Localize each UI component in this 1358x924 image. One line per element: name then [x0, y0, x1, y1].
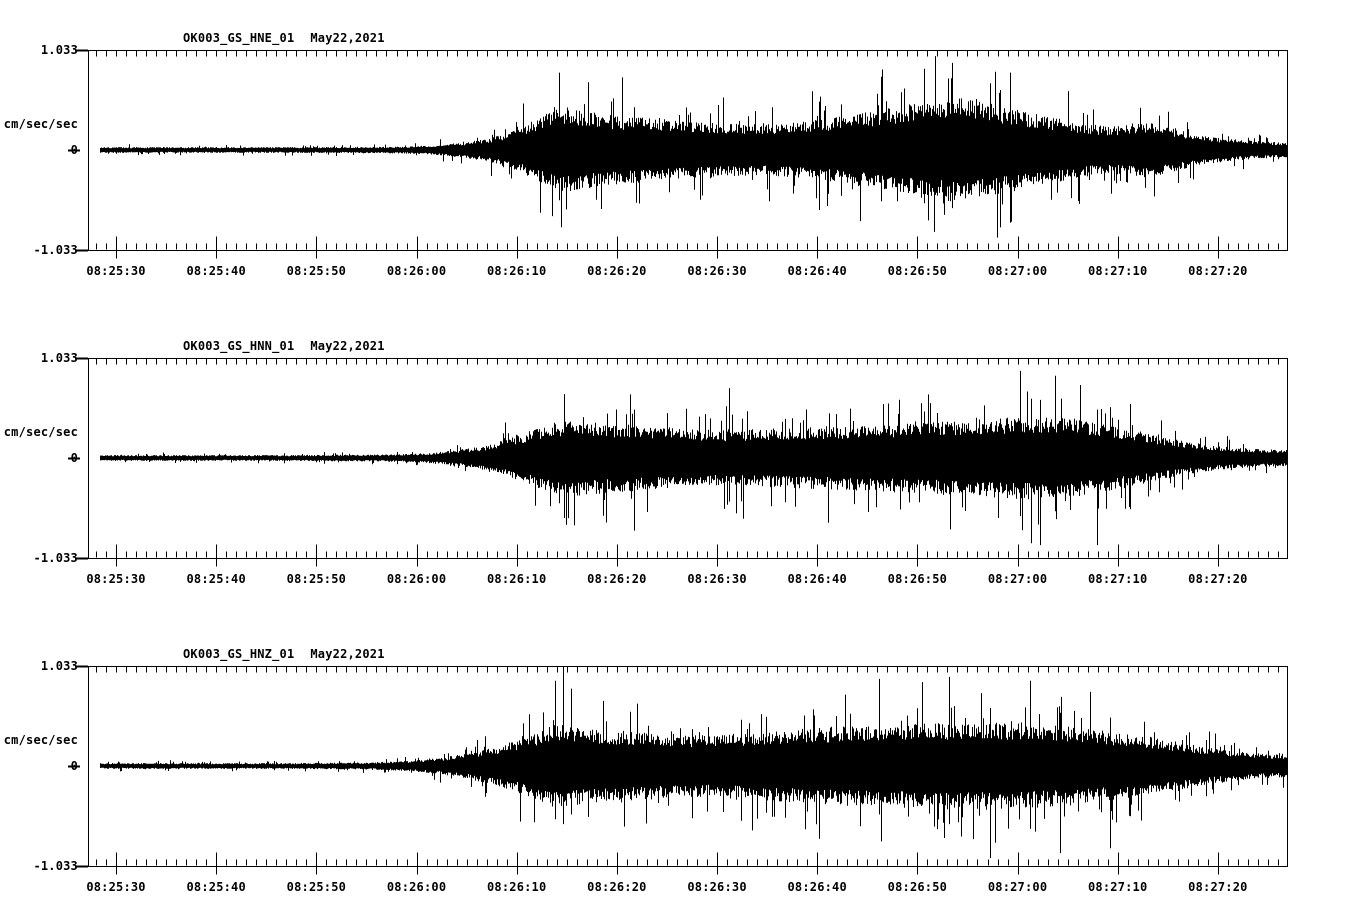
x-tick-label: 08:25:30 [86, 572, 146, 586]
x-tick-label: 08:26:30 [687, 880, 747, 894]
y-tick-label-zero: 0 [70, 759, 78, 773]
y-tick-label-max: 1.033 [40, 659, 78, 673]
x-tick-label: 08:26:40 [787, 880, 847, 894]
x-tick-label: 08:26:00 [386, 572, 447, 586]
x-tick-label: 08:26:00 [386, 880, 447, 894]
x-tick-label: 08:27:00 [987, 264, 1048, 278]
y-tick-label-zero: 0 [70, 451, 78, 465]
x-tick-label: 08:26:40 [787, 264, 847, 278]
x-tick-label: 08:25:50 [286, 572, 347, 586]
y-tick-label-min: -1.033 [33, 859, 78, 873]
x-tick-label: 08:27:00 [987, 572, 1048, 586]
x-tick-label: 08:25:40 [186, 264, 246, 278]
y-axis-unit-label: cm/sec/sec [3, 117, 78, 131]
seismogram-panel-hnn: OK003_GS_HNN_01 May22,2021 1.033 cm/sec/s… [0, 308, 1358, 616]
station-id: OK003_GS_HNZ_01 [183, 647, 295, 661]
x-tick-label: 08:25:30 [86, 264, 146, 278]
station-id: OK003_GS_HNE_01 [183, 31, 295, 45]
x-tick-label: 08:25:50 [286, 264, 347, 278]
x-tick-label: 08:26:20 [587, 572, 647, 586]
station-id: OK003_GS_HNN_01 [183, 339, 295, 353]
x-tick-label: 08:25:40 [186, 880, 246, 894]
trace-title: OK003_GS_HNN_01 May22,2021 [183, 339, 385, 353]
trace-date: May22,2021 [310, 31, 385, 45]
waveform-plot [68, 665, 1288, 875]
x-tick-label: 08:27:20 [1188, 264, 1248, 278]
seismogram-panel-hnz: OK003_GS_HNZ_01 May22,2021 1.033 cm/sec/s… [0, 616, 1358, 924]
trace-title: OK003_GS_HNE_01 May22,2021 [183, 31, 385, 45]
y-tick-label-zero: 0 [70, 143, 78, 157]
waveform-plot [68, 49, 1288, 259]
y-tick-label-max: 1.033 [40, 43, 78, 57]
waveform-plot [68, 357, 1288, 567]
x-tick-label: 08:25:30 [86, 880, 146, 894]
x-tick-label: 08:26:40 [787, 572, 847, 586]
x-tick-label: 08:26:00 [386, 264, 447, 278]
x-tick-label: 08:27:00 [987, 880, 1048, 894]
y-tick-label-min: -1.033 [33, 551, 78, 565]
x-tick-label: 08:27:10 [1088, 880, 1148, 894]
x-tick-label: 08:25:50 [286, 880, 347, 894]
y-tick-label-min: -1.033 [33, 243, 78, 257]
x-tick-label: 08:26:10 [487, 572, 547, 586]
x-tick-label: 08:26:30 [687, 264, 747, 278]
x-tick-label: 08:26:30 [687, 572, 747, 586]
x-tick-label: 08:26:10 [487, 880, 547, 894]
trace-title: OK003_GS_HNZ_01 May22,2021 [183, 647, 385, 661]
y-axis-unit-label: cm/sec/sec [3, 425, 78, 439]
trace-date: May22,2021 [310, 339, 385, 353]
trace-date: May22,2021 [310, 647, 385, 661]
x-tick-label: 08:27:10 [1088, 264, 1148, 278]
x-tick-label: 08:27:20 [1188, 572, 1248, 586]
x-tick-label: 08:26:20 [587, 880, 647, 894]
x-tick-label: 08:26:10 [487, 264, 547, 278]
x-tick-label: 08:26:50 [887, 264, 948, 278]
x-tick-label: 08:26:50 [887, 880, 948, 894]
seismogram-panel-hne: OK003_GS_HNE_01 May22,2021 1.033 cm/sec/s… [0, 0, 1358, 308]
y-tick-label-max: 1.033 [40, 351, 78, 365]
y-axis-unit-label: cm/sec/sec [3, 733, 78, 747]
x-tick-label: 08:27:10 [1088, 572, 1148, 586]
x-tick-label: 08:27:20 [1188, 880, 1248, 894]
x-tick-label: 08:26:20 [587, 264, 647, 278]
x-tick-label: 08:26:50 [887, 572, 948, 586]
x-tick-label: 08:25:40 [186, 572, 246, 586]
